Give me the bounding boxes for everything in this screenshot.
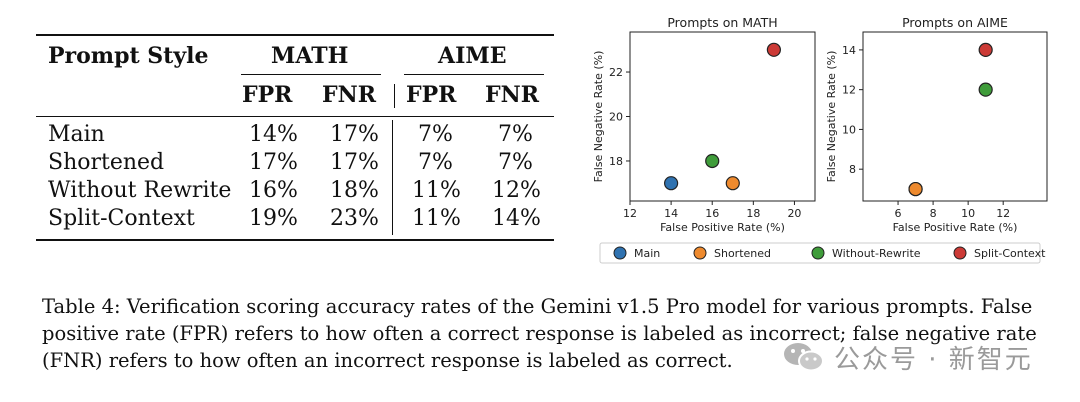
x-axis-label: False Positive Rate (%) bbox=[660, 221, 785, 234]
legend-marker-without-rewrite bbox=[811, 246, 825, 260]
subheader-math-fnr: FNR bbox=[322, 82, 377, 108]
x-tick-label: 12 bbox=[996, 207, 1010, 220]
table-cell: 11% bbox=[412, 206, 461, 231]
data-point-without-rewrite bbox=[978, 82, 993, 97]
table-cell: 17% bbox=[330, 150, 379, 175]
table-cell: 14% bbox=[492, 206, 541, 231]
plot-frame bbox=[862, 31, 1048, 202]
data-point-without-rewrite bbox=[705, 153, 720, 169]
table-cell: 16% bbox=[249, 178, 298, 203]
chart-title: Prompts on AIME bbox=[902, 15, 1008, 30]
table-cell: 11% bbox=[412, 178, 461, 203]
table-cell: 12% bbox=[492, 178, 541, 203]
y-axis-label: False Negative Rate (%) bbox=[825, 51, 838, 183]
row-style: Without Rewrite bbox=[48, 178, 232, 203]
x-tick-label: 12 bbox=[623, 207, 637, 220]
data-point-shortened bbox=[908, 181, 923, 197]
legend-label: Split-Context bbox=[974, 247, 1046, 260]
table-cell: 7% bbox=[498, 122, 533, 147]
table-top-rule bbox=[36, 34, 554, 36]
table-caption: Table 4: Verification scoring accuracy r… bbox=[42, 295, 1037, 372]
data-point-main bbox=[664, 176, 679, 191]
chart-title: Prompts on MATH bbox=[667, 15, 777, 30]
wechat-icon bbox=[784, 343, 824, 372]
data-point-shortened bbox=[725, 176, 740, 191]
row-style: Shortened bbox=[48, 150, 165, 175]
y-tick-label: 22 bbox=[609, 66, 623, 79]
table-cell: 23% bbox=[330, 206, 379, 231]
table-cell: 14% bbox=[249, 122, 298, 147]
watermark-text: 公众号 · 新智元 bbox=[834, 345, 1033, 375]
data-point-split-context bbox=[978, 42, 993, 57]
y-tick-label: 14 bbox=[842, 44, 856, 57]
table-cell: 17% bbox=[249, 150, 298, 175]
x-tick-label: 18 bbox=[746, 207, 760, 220]
group-header-math: MATH bbox=[271, 43, 349, 69]
header-column-separator bbox=[394, 84, 395, 108]
subheader-math-fpr: FPR bbox=[242, 82, 293, 108]
x-tick-label: 10 bbox=[961, 207, 975, 220]
legend-marker-split-context bbox=[953, 246, 967, 260]
y-tick-label: 20 bbox=[609, 111, 623, 124]
x-tick-label: 6 bbox=[895, 207, 902, 220]
body-column-separator bbox=[392, 120, 393, 235]
col-header-prompt-style: Prompt Style bbox=[48, 43, 209, 69]
table-cell: 7% bbox=[498, 150, 533, 175]
legend-marker-main bbox=[613, 246, 627, 260]
table-mid-rule bbox=[36, 116, 554, 117]
table-cell: 18% bbox=[330, 178, 379, 203]
table-bottom-rule bbox=[36, 239, 554, 241]
legend-marker-shortened bbox=[693, 246, 707, 260]
x-tick-label: 8 bbox=[930, 207, 937, 220]
legend-label: Main bbox=[634, 247, 660, 260]
subheader-aime-fpr: FPR bbox=[406, 82, 457, 108]
x-tick-label: 20 bbox=[787, 207, 801, 220]
y-tick-label: 8 bbox=[849, 163, 856, 176]
x-tick-label: 14 bbox=[664, 207, 678, 220]
aime-group-rule bbox=[404, 74, 544, 75]
y-tick-label: 10 bbox=[842, 123, 856, 136]
table-cell: 7% bbox=[418, 122, 453, 147]
y-tick-label: 18 bbox=[609, 155, 623, 168]
row-style: Main bbox=[48, 122, 105, 147]
plot-frame bbox=[629, 31, 816, 202]
x-axis-label: False Positive Rate (%) bbox=[893, 221, 1018, 234]
table-cell: 7% bbox=[418, 150, 453, 175]
group-header-aime: AIME bbox=[438, 43, 507, 69]
subheader-aime-fnr: FNR bbox=[485, 82, 540, 108]
legend-label: Shortened bbox=[714, 247, 771, 260]
results-table: Prompt Style MATH AIME FPR FNR FPR FNR M… bbox=[36, 34, 556, 244]
scatter-charts: Prompts on MATH 12 14 16 18 20 18 20 22 False Pos… bbox=[590, 8, 1060, 268]
data-point-split-context bbox=[766, 42, 781, 57]
row-style: Split-Context bbox=[48, 206, 195, 231]
x-tick-label: 16 bbox=[705, 207, 719, 220]
watermark: 公众号 · 新智元 bbox=[782, 336, 1052, 376]
table-cell: 19% bbox=[249, 206, 298, 231]
y-axis-label: False Negative Rate (%) bbox=[592, 51, 605, 183]
math-group-rule bbox=[241, 74, 381, 75]
scatter-charts-svg: Prompts on MATH 12 14 16 18 20 18 20 22 False Pos… bbox=[592, 15, 1048, 264]
y-tick-label: 12 bbox=[842, 84, 856, 97]
table-cell: 17% bbox=[330, 122, 379, 147]
legend-label: Without-Rewrite bbox=[832, 247, 921, 260]
